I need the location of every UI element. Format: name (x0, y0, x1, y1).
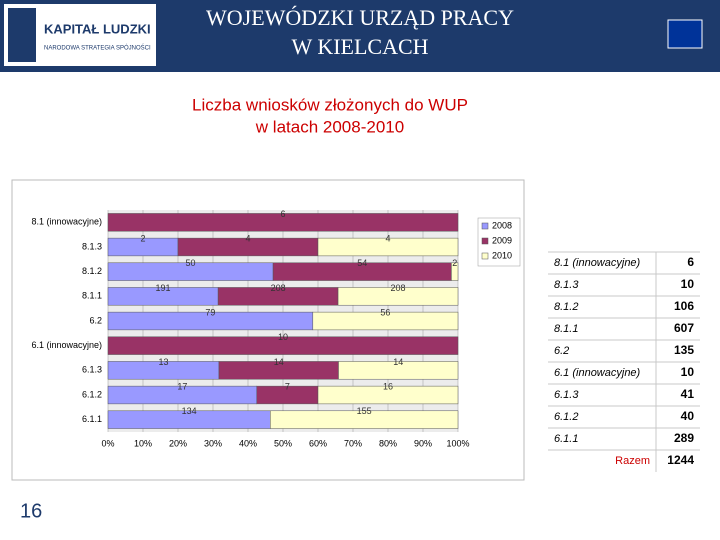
y-tick-label: 6.2 (89, 315, 102, 325)
data-label: 4 (385, 233, 390, 243)
x-tick-label: 80% (379, 438, 397, 448)
table-label: 6.1 (innowacyjne) (554, 367, 641, 379)
table-value: 10 (681, 277, 695, 291)
table-label: 6.1.3 (554, 389, 579, 401)
data-label: 155 (357, 406, 372, 416)
bar-segment (312, 311, 459, 331)
x-tick-label: 50% (274, 438, 292, 448)
data-label: 54 (357, 258, 367, 268)
bar-segment (317, 237, 459, 257)
x-tick-label: 30% (204, 438, 222, 448)
header-title: WOJEWÓDZKI URZĄD PRACY (206, 5, 514, 30)
data-label: 56 (380, 307, 390, 317)
bar-segment (317, 385, 459, 405)
data-label: 2 (452, 258, 457, 268)
data-label: 2 (140, 233, 145, 243)
logo-title: KAPITAŁ LUDZKI (44, 21, 151, 36)
y-tick-label: 6.1.3 (82, 365, 102, 375)
bar-segment (270, 410, 459, 429)
table-total: 1244 (667, 453, 694, 467)
table-value: 607 (674, 321, 694, 335)
chart-title: Liczba wniosków złożonych do WUP (192, 95, 468, 114)
data-label: 17 (177, 381, 187, 391)
data-label: 16 (383, 381, 393, 391)
legend-swatch (481, 252, 489, 260)
x-tick-label: 100% (446, 438, 469, 448)
data-label: 4 (245, 233, 250, 243)
data-label: 13 (158, 357, 168, 367)
x-tick-label: 0% (101, 438, 114, 448)
data-label: 50 (186, 258, 196, 268)
data-label: 14 (393, 357, 403, 367)
table-value: 289 (674, 431, 694, 445)
logo-subtitle: NARODOWA STRATEGIA SPÓJNOŚCI (44, 44, 151, 52)
y-tick-label: 8.1.1 (82, 291, 102, 301)
page-number: 16 (20, 500, 42, 522)
legend-swatch (481, 222, 489, 230)
x-tick-label: 10% (134, 438, 152, 448)
x-tick-label: 60% (309, 438, 327, 448)
bar-segment (107, 213, 459, 232)
table-label: 6.2 (554, 345, 569, 357)
legend-label: 2008 (492, 220, 512, 230)
y-tick-label: 8.1.3 (82, 241, 102, 251)
table-label: 6.1.2 (554, 411, 578, 423)
bar-segment (451, 262, 459, 281)
table-label: 8.1 (innowacyjne) (554, 257, 641, 269)
table-value: 41 (681, 387, 695, 401)
eu-flag (667, 19, 703, 49)
logo-icon (8, 8, 36, 62)
data-label: 208 (391, 283, 406, 293)
y-tick-label: 8.1 (innowacyjne) (31, 217, 102, 227)
data-label: 10 (278, 332, 288, 342)
data-label: 7 (285, 381, 290, 391)
legend-label: 2009 (492, 235, 512, 245)
data-label: 14 (274, 357, 284, 367)
table-value: 40 (681, 409, 695, 423)
table-label: 6.1.1 (554, 433, 578, 445)
x-tick-label: 20% (169, 438, 187, 448)
data-label: 208 (271, 283, 286, 293)
x-tick-label: 40% (239, 438, 257, 448)
bar-segment (337, 287, 459, 306)
data-label: 6 (280, 209, 285, 219)
legend-swatch (481, 237, 489, 245)
header-title: W KIELCACH (291, 34, 428, 59)
table-label: 8.1.2 (554, 301, 578, 313)
y-tick-label: 6.1.2 (82, 389, 102, 399)
y-tick-label: 8.1.2 (82, 266, 102, 276)
table-value: 106 (674, 299, 694, 313)
y-tick-label: 6.1.1 (82, 414, 102, 424)
data-label: 191 (156, 283, 171, 293)
table-label: 8.1.3 (554, 279, 579, 291)
bar-segment (338, 361, 459, 380)
legend-label: 2010 (492, 250, 512, 260)
table-value: 135 (674, 343, 694, 357)
x-tick-label: 70% (344, 438, 362, 448)
data-label: 134 (182, 406, 197, 416)
bar-segment (107, 336, 459, 355)
x-tick-label: 90% (414, 438, 432, 448)
table-label: 8.1.1 (554, 323, 578, 335)
table-total-label: Razem (615, 455, 650, 467)
table-value: 6 (687, 255, 694, 269)
chart-title: w latach 2008-2010 (255, 117, 404, 136)
table-value: 10 (681, 365, 695, 379)
data-label: 79 (205, 307, 215, 317)
y-tick-label: 6.1 (innowacyjne) (31, 340, 102, 350)
